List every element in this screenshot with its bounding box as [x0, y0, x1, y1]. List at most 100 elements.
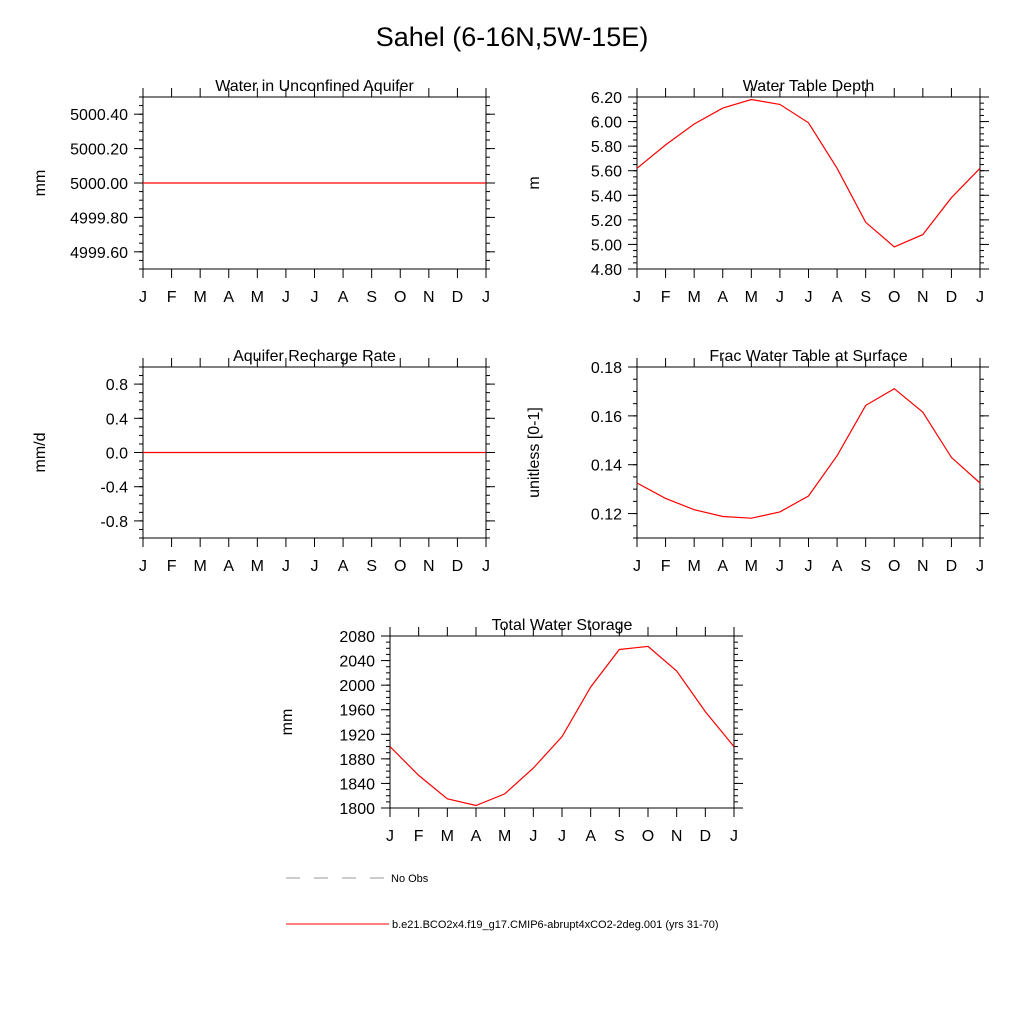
- y-tick-label: 1920: [339, 727, 375, 744]
- x-tick-label: O: [888, 558, 900, 575]
- plot-frame: [389, 635, 735, 809]
- x-tick-label: D: [946, 289, 958, 306]
- x-tick-label: D: [946, 558, 958, 575]
- legend-label-no-obs: No Obs: [391, 873, 429, 885]
- x-tick-label: J: [633, 289, 641, 306]
- x-tick-label: J: [482, 289, 490, 306]
- y-tick-label: 2080: [339, 629, 375, 646]
- x-tick-label: S: [860, 558, 871, 575]
- x-tick-label: J: [139, 558, 147, 575]
- x-tick-label: O: [394, 558, 406, 575]
- y-tick-label: 5.40: [591, 188, 622, 205]
- x-tick-label: N: [671, 828, 683, 845]
- panel-title: Total Water Storage: [492, 617, 633, 634]
- panel-title: Aquifer Recharge Rate: [233, 348, 396, 365]
- x-tick-label: F: [661, 558, 671, 575]
- y-tick-label: 5000.40: [70, 107, 128, 124]
- main-title: Sahel (6-16N,5W-15E): [375, 22, 649, 52]
- x-tick-label: N: [917, 289, 929, 306]
- x-tick-label: N: [423, 289, 435, 306]
- y-tick-label: 1960: [339, 703, 375, 720]
- y-axis-label: mm/d: [32, 433, 49, 473]
- y-tick-label: -0.8: [100, 514, 128, 531]
- y-tick-label: 0.16: [591, 409, 622, 426]
- x-tick-label: M: [688, 558, 701, 575]
- x-tick-label: J: [139, 289, 147, 306]
- panel-title: Water in Unconfined Aquifer: [215, 78, 414, 95]
- y-axis-label: unitless [0-1]: [526, 407, 543, 498]
- y-tick-label: 1840: [339, 776, 375, 793]
- y-tick-label: 6.00: [591, 115, 622, 132]
- y-tick-label: -0.4: [100, 480, 128, 497]
- y-tick-label: 0.18: [591, 360, 622, 377]
- x-tick-label: M: [745, 558, 758, 575]
- x-tick-label: A: [223, 558, 234, 575]
- panel-title: Frac Water Table at Surface: [709, 348, 907, 365]
- x-tick-label: J: [776, 558, 784, 575]
- x-tick-label: F: [414, 828, 424, 845]
- y-tick-label: 2000: [339, 678, 375, 695]
- x-tick-label: A: [338, 289, 349, 306]
- x-tick-label: J: [558, 828, 566, 845]
- panel-title: Water Table Depth: [743, 78, 875, 95]
- x-tick-label: J: [776, 289, 784, 306]
- x-tick-label: F: [661, 289, 671, 306]
- x-tick-label: O: [394, 289, 406, 306]
- legend-label-case: b.e21.BCO2x4.f19_g17.CMIP6-abrupt4xCO2-2…: [392, 919, 719, 931]
- y-tick-label: 5000.20: [70, 142, 128, 159]
- x-tick-label: M: [498, 828, 511, 845]
- plot-frame: [636, 366, 981, 539]
- x-tick-label: D: [452, 289, 464, 306]
- x-tick-label: J: [730, 828, 738, 845]
- y-tick-label: 0.4: [106, 411, 128, 428]
- x-tick-label: S: [860, 289, 871, 306]
- chart-panel-4: Frac Water Table at Surface unitless [0-1…: [526, 348, 989, 575]
- y-tick-label: 0.0: [106, 446, 128, 463]
- series-line: [636, 98, 981, 248]
- x-tick-label: M: [251, 289, 264, 306]
- x-tick-label: J: [311, 289, 319, 306]
- x-tick-label: M: [194, 558, 207, 575]
- x-tick-label: N: [423, 558, 435, 575]
- x-tick-label: J: [805, 558, 813, 575]
- y-tick-label: 2040: [339, 654, 375, 671]
- x-tick-label: M: [688, 289, 701, 306]
- x-tick-label: J: [311, 558, 319, 575]
- x-tick-label: A: [717, 558, 728, 575]
- x-tick-label: A: [585, 828, 596, 845]
- y-tick-label: 0.8: [106, 377, 128, 394]
- y-tick-label: 5.20: [591, 213, 622, 230]
- y-tick-label: 0.12: [591, 507, 622, 524]
- x-tick-label: S: [366, 289, 377, 306]
- series-line: [636, 387, 981, 519]
- x-tick-label: J: [386, 828, 394, 845]
- x-tick-label: J: [976, 289, 984, 306]
- y-axis-label: mm: [279, 709, 296, 736]
- y-tick-label: 5.80: [591, 139, 622, 156]
- x-tick-label: F: [167, 558, 177, 575]
- x-tick-label: A: [717, 289, 728, 306]
- x-tick-label: J: [282, 558, 290, 575]
- series-line: [389, 645, 735, 807]
- x-tick-label: M: [194, 289, 207, 306]
- x-tick-label: J: [805, 289, 813, 306]
- x-tick-label: M: [441, 828, 454, 845]
- y-tick-label: 4999.80: [70, 210, 128, 227]
- x-tick-label: O: [642, 828, 654, 845]
- x-tick-label: A: [832, 558, 843, 575]
- x-tick-label: J: [529, 828, 537, 845]
- x-tick-label: D: [700, 828, 712, 845]
- x-tick-label: J: [282, 289, 290, 306]
- x-tick-label: D: [452, 558, 464, 575]
- y-tick-label: 1800: [339, 801, 375, 818]
- y-tick-label: 5.60: [591, 164, 622, 181]
- x-tick-label: S: [614, 828, 625, 845]
- y-tick-label: 5.00: [591, 237, 622, 254]
- x-tick-label: F: [167, 289, 177, 306]
- y-tick-label: 1880: [339, 752, 375, 769]
